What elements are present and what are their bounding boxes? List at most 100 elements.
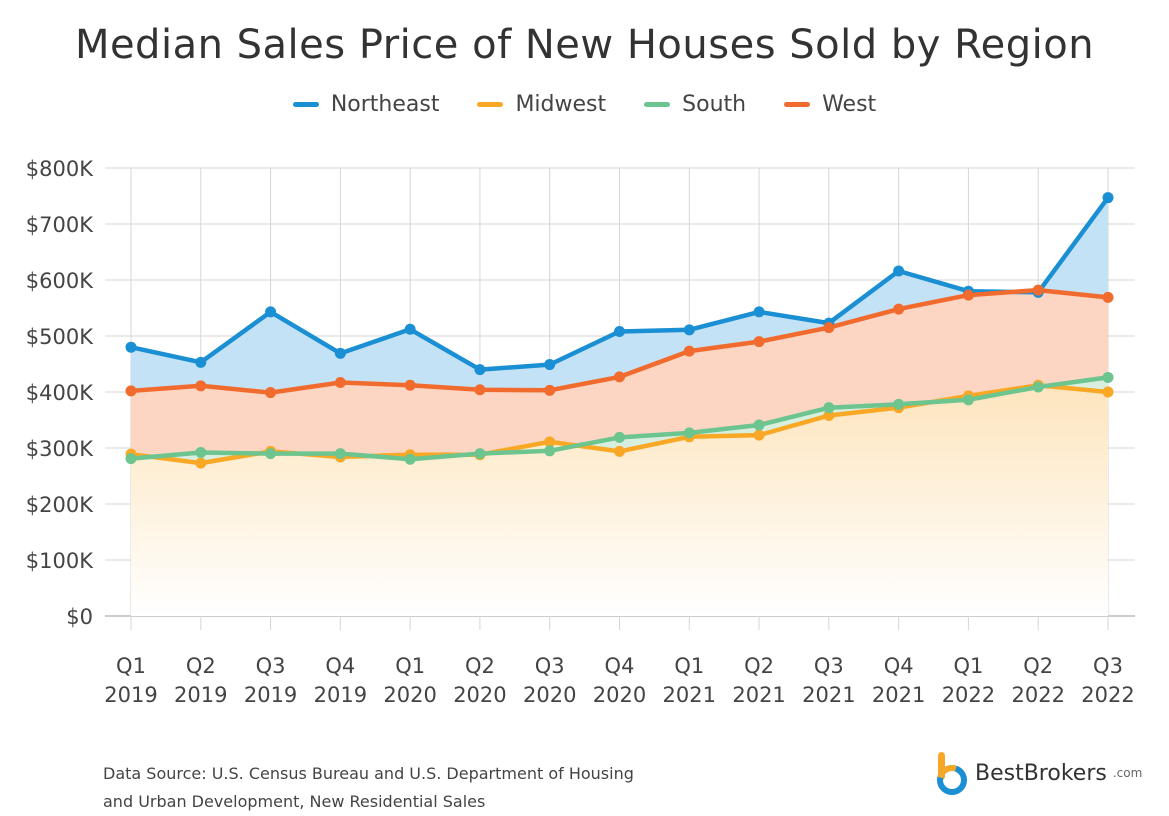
point-south (334, 448, 346, 460)
point-south (265, 448, 277, 460)
x-tick-label-quarter: Q2 (1023, 654, 1053, 678)
legend-label: South (682, 92, 747, 117)
point-northeast (1102, 192, 1114, 204)
point-west (1032, 284, 1044, 296)
x-tick-label-quarter: Q1 (116, 654, 146, 678)
x-axis: Q1 2019 Q2 2019 Q3 2019 Q4 2019 Q1 2020 Q2 2020 Q3 20… (104, 654, 1134, 707)
y-tick-label: $500K (26, 325, 94, 349)
x-tick-label-year: 2020 (523, 683, 576, 707)
x-tick-label-quarter: Q2 (186, 654, 216, 678)
legend-label: West (822, 92, 877, 117)
x-tick-label-year: 2021 (732, 683, 785, 707)
x-tick-label-year: 2022 (1081, 683, 1134, 707)
x-tick-label-year: 2021 (872, 683, 925, 707)
point-south (893, 398, 905, 410)
point-west (753, 336, 765, 348)
y-tick-label: $300K (26, 437, 94, 461)
x-tick-label-year: 2021 (802, 683, 855, 707)
source-line-1: Data Source: U.S. Census Bureau and U.S.… (103, 764, 634, 783)
legend-swatch (292, 102, 319, 107)
x-tick-label-year: 2022 (942, 683, 995, 707)
point-west (683, 345, 695, 357)
point-west (474, 384, 486, 396)
x-tick-label-quarter: Q3 (256, 654, 286, 678)
legend-item-west: West (784, 92, 876, 117)
x-tick-label-year: 2019 (174, 683, 227, 707)
x-tick-label-year: 2020 (383, 683, 436, 707)
point-midwest (823, 410, 835, 422)
legend-item-midwest: Midwest (477, 92, 606, 117)
point-northeast (474, 364, 486, 376)
legend-swatch (784, 102, 811, 107)
y-tick-label: $700K (26, 213, 94, 237)
y-tick-label: $600K (26, 269, 94, 293)
legend-label: Midwest (515, 92, 607, 117)
point-midwest (1102, 386, 1114, 398)
point-northeast (614, 326, 625, 338)
area-midwest (131, 385, 1108, 616)
y-axis: $0 $100K $200K $300K $400K $500K $600K $700K $80… (26, 157, 94, 629)
y-tick-label: $100K (26, 549, 94, 573)
x-tick-label-quarter: Q3 (814, 654, 844, 678)
point-south (544, 445, 556, 457)
x-tick-label-quarter: Q1 (953, 654, 983, 678)
point-northeast (893, 265, 905, 277)
source-line-2: and Urban Development, New Residential S… (103, 792, 486, 811)
x-tick-label-year: 2019 (104, 683, 157, 707)
x-tick-label-year: 2019 (314, 683, 367, 707)
legend-swatch (477, 102, 504, 107)
point-northeast (265, 306, 277, 318)
point-west (893, 303, 905, 315)
point-south (1102, 371, 1114, 383)
point-south (962, 394, 974, 406)
data-source-note: Data Source: U.S. Census Bureau and U.S.… (103, 760, 634, 816)
x-tick-label-quarter: Q2 (744, 654, 774, 678)
point-midwest (195, 457, 207, 469)
point-northeast (334, 347, 346, 359)
point-west (125, 385, 137, 397)
point-midwest (544, 436, 556, 448)
legend-label: Northeast (330, 92, 440, 117)
x-tick-label-quarter: Q3 (535, 654, 565, 678)
brand-logo: BestBrokers .com (935, 750, 1142, 796)
chart-title: Median Sales Price of New Houses Sold by… (74, 22, 1095, 68)
point-west (404, 379, 416, 391)
line-chart: $0 $100K $200K $300K $400K $500K $600K $700K $80… (26, 157, 1135, 707)
point-south (753, 419, 765, 431)
point-northeast (544, 359, 556, 371)
point-midwest (753, 429, 765, 441)
point-northeast (683, 324, 695, 336)
point-west (195, 380, 207, 392)
x-tick-label-quarter: Q1 (395, 654, 425, 678)
x-tick-label-quarter: Q2 (465, 654, 495, 678)
legend-swatch (644, 102, 671, 107)
y-tick-label: $0 (66, 605, 93, 629)
point-south (614, 431, 625, 443)
point-northeast (404, 323, 416, 335)
x-tick-label-year: 2021 (663, 683, 716, 707)
series-points (125, 192, 1114, 469)
point-west (823, 322, 835, 334)
point-south (683, 427, 695, 439)
point-south (823, 402, 835, 414)
area-fills (131, 197, 1108, 616)
point-west (962, 289, 974, 301)
x-tick-label-year: 2019 (244, 683, 297, 707)
point-northeast (195, 356, 207, 368)
point-northeast (125, 341, 137, 353)
point-south (404, 453, 416, 465)
point-west (544, 384, 556, 396)
legend-item-south: South (644, 92, 746, 117)
x-tick-label-year: 2020 (453, 683, 506, 707)
point-west (265, 387, 277, 399)
legend: Northeast Midwest South West (0, 92, 1169, 117)
x-tick-label-quarter: Q4 (884, 654, 914, 678)
point-west (614, 371, 625, 383)
x-tick-label-quarter: Q3 (1093, 654, 1123, 678)
brand-tld: .com (1112, 766, 1143, 780)
x-tick-label-quarter: Q4 (605, 654, 635, 678)
x-tick-label-year: 2020 (593, 683, 646, 707)
point-west (1102, 291, 1114, 303)
point-south (195, 446, 207, 458)
point-south (125, 453, 137, 465)
